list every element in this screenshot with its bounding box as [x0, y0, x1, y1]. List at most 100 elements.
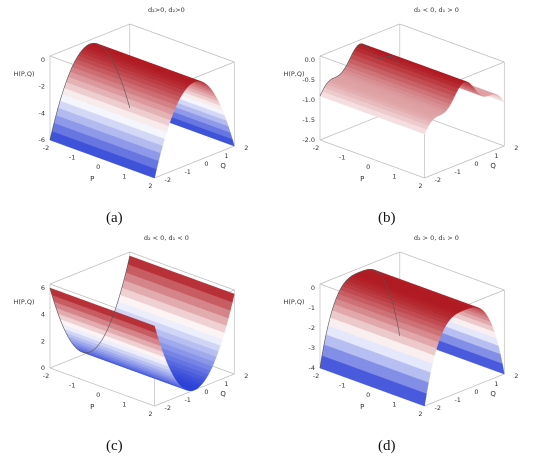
- box-edge: [319, 251, 400, 285]
- y-tick-label: -1: [184, 168, 190, 176]
- z-tick-label: -2: [39, 83, 45, 91]
- box-edge: [129, 23, 235, 63]
- z-tick-label: -3: [309, 344, 315, 352]
- x-tick-label: -1: [339, 154, 345, 162]
- y-axis-label: Q: [220, 162, 226, 170]
- x-tick-label: 0: [96, 163, 100, 171]
- surface-plot-b: -2 -1 0 1 2 P -2 -1 0 1 2 Q -2.0 -1.5 -1.0 -0.5 0.0H(P,Q…: [283, 6, 518, 190]
- y-tick-label: 2: [244, 144, 248, 152]
- y-tick-label: -2: [165, 404, 171, 412]
- x-tick-label: -1: [69, 154, 75, 162]
- y-tick-label: 1: [224, 380, 228, 388]
- z-tick-label: 0.0: [305, 56, 315, 64]
- x-tick-label: 1: [122, 401, 126, 409]
- surface-edge: [319, 43, 401, 97]
- z-tick-label: 0: [41, 56, 45, 64]
- x-tick-label: 2: [148, 182, 152, 190]
- x-tick-label: 0: [96, 391, 100, 399]
- y-axis-label: Q: [490, 390, 496, 398]
- y-tick-label: -1: [184, 396, 190, 404]
- surface-edge: [49, 42, 131, 141]
- y-tick-label: -1: [454, 168, 460, 176]
- z-tick-label: 0: [311, 284, 315, 292]
- box-edge: [424, 145, 505, 179]
- y-tick-label: 0: [474, 388, 478, 396]
- surface-plot-c: -2 -1 0 1 2 P -2 -1 0 1 2 Q 0 2 4 6 H(P,Q) d₂ < 0, d₁ < 0: [13, 234, 248, 418]
- y-axis-label: Q: [220, 390, 226, 398]
- panel-label-b: (b): [378, 210, 396, 226]
- surface-strip: [319, 91, 427, 135]
- z-axis-label: H(P,Q): [283, 298, 304, 306]
- x-axis-label: P: [90, 403, 94, 411]
- x-tick-label: -2: [313, 372, 319, 380]
- z-tick-label: 4: [41, 311, 45, 319]
- z-tick-label: 0: [41, 364, 45, 372]
- z-tick-label: -1.0: [302, 96, 315, 104]
- surface-plot-a: -2 -1 0 1 2 P -2 -1 0 1 2 Q -6 -4 -2 0 H(P,Q) d₂>0, d₂>0: [13, 6, 248, 190]
- x-tick-label: 2: [418, 410, 422, 418]
- surface-strip: [49, 131, 157, 179]
- z-tick-label: -1: [309, 304, 315, 312]
- x-tick-label: 0: [366, 391, 370, 399]
- panel-label-d: (d): [378, 438, 396, 454]
- box-edge: [424, 373, 505, 407]
- z-tick-label: -0.5: [302, 76, 315, 84]
- x-axis-label: P: [360, 403, 364, 411]
- x-tick-label: -2: [43, 144, 49, 152]
- x-tick-label: 2: [148, 410, 152, 418]
- box-edge: [319, 139, 425, 179]
- z-tick-label: -4: [309, 364, 315, 372]
- x-tick-label: 1: [392, 401, 396, 409]
- z-axis-label: H(P,Q): [13, 70, 34, 78]
- x-axis-label: P: [360, 175, 364, 183]
- plot-title: d₂>0, d₂>0: [148, 6, 185, 14]
- x-tick-label: 0: [366, 163, 370, 171]
- z-tick-label: 6: [41, 284, 45, 292]
- x-tick-label: -2: [313, 144, 319, 152]
- y-tick-label: -1: [454, 396, 460, 404]
- z-tick-label: -2: [309, 324, 315, 332]
- box-edge: [49, 23, 130, 57]
- surface-strip: [49, 287, 157, 334]
- x-tick-label: -1: [339, 382, 345, 390]
- y-tick-label: 0: [204, 160, 208, 168]
- x-tick-label: -2: [43, 372, 49, 380]
- z-axis-label: H(P,Q): [13, 298, 34, 306]
- plot-title: d₂ < 0, d₁ > 0: [414, 6, 459, 14]
- y-tick-label: 2: [514, 372, 518, 380]
- panel-label-c: (c): [106, 438, 123, 454]
- plot-title: d₂ < 0, d₁ < 0: [144, 234, 189, 242]
- y-tick-label: 1: [224, 152, 228, 160]
- y-tick-label: -2: [435, 176, 441, 184]
- box-edge: [399, 23, 505, 63]
- x-tick-label: 1: [122, 173, 126, 181]
- panel-label-a: (a): [106, 210, 123, 226]
- x-tick-label: 2: [418, 182, 422, 190]
- box-edge: [49, 251, 130, 285]
- plot-title: d₂ > 0, d₁ > 0: [414, 234, 459, 242]
- box-edge: [399, 251, 505, 291]
- y-axis-label: Q: [490, 162, 496, 170]
- box-edge: [129, 251, 235, 291]
- box-edge: [319, 23, 400, 57]
- box-edge: [49, 367, 155, 407]
- surface-strip: [319, 355, 427, 407]
- z-axis-label: H(P,Q): [283, 70, 304, 78]
- y-tick-label: 2: [244, 372, 248, 380]
- y-tick-label: 1: [494, 380, 498, 388]
- y-tick-label: 1: [494, 152, 498, 160]
- z-tick-label: -4: [39, 109, 45, 117]
- box-edge: [154, 145, 235, 179]
- z-tick-label: -6: [39, 136, 45, 144]
- z-tick-label: 2: [41, 337, 45, 345]
- z-tick-label: -2.0: [302, 136, 315, 144]
- z-tick-label: -1.5: [302, 116, 315, 124]
- surface-edge: [49, 255, 131, 354]
- y-tick-label: 0: [204, 388, 208, 396]
- y-tick-label: -2: [165, 176, 171, 184]
- x-tick-label: 1: [392, 173, 396, 181]
- x-axis-label: P: [90, 175, 94, 183]
- x-tick-label: -1: [69, 382, 75, 390]
- surface-plot-d: -2 -1 0 1 2 P -2 -1 0 1 2 Q -4 -3 -2 -1 0 H(P,Q) d₂ > 0, d…: [283, 234, 518, 418]
